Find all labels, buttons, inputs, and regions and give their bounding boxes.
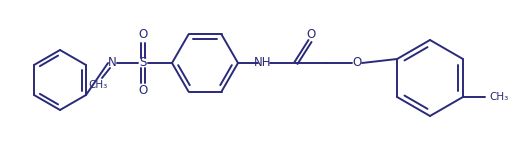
Text: NH: NH	[254, 57, 272, 70]
Text: CH₃: CH₃	[89, 80, 107, 90]
Text: CH₃: CH₃	[489, 92, 508, 102]
Text: N: N	[107, 57, 116, 70]
Text: S: S	[139, 57, 147, 70]
Text: O: O	[138, 28, 148, 42]
Text: O: O	[138, 85, 148, 97]
Text: O: O	[352, 57, 362, 70]
Text: O: O	[307, 27, 315, 40]
